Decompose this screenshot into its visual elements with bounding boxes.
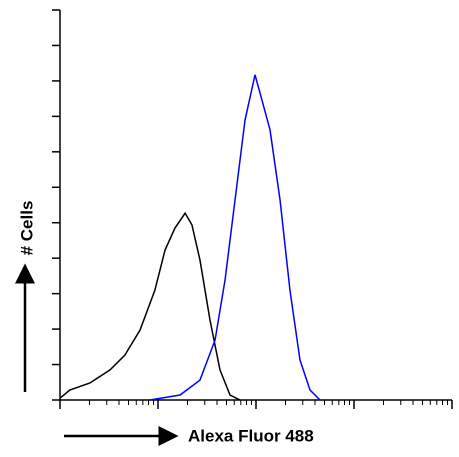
x-axis-label: Alexa Fluor 488 (188, 426, 314, 445)
histogram-line (59, 211, 241, 401)
histogram-line (149, 74, 321, 401)
y-axis-label: # Cells (17, 201, 36, 256)
